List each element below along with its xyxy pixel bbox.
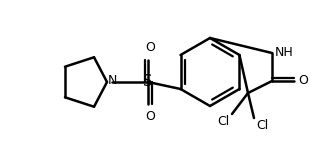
Text: S: S	[143, 75, 153, 90]
Text: O: O	[145, 41, 155, 54]
Text: N: N	[107, 75, 117, 88]
Text: NH: NH	[275, 46, 294, 58]
Text: O: O	[298, 75, 308, 88]
Text: Cl: Cl	[218, 115, 230, 128]
Text: Cl: Cl	[256, 119, 268, 132]
Text: O: O	[145, 110, 155, 123]
